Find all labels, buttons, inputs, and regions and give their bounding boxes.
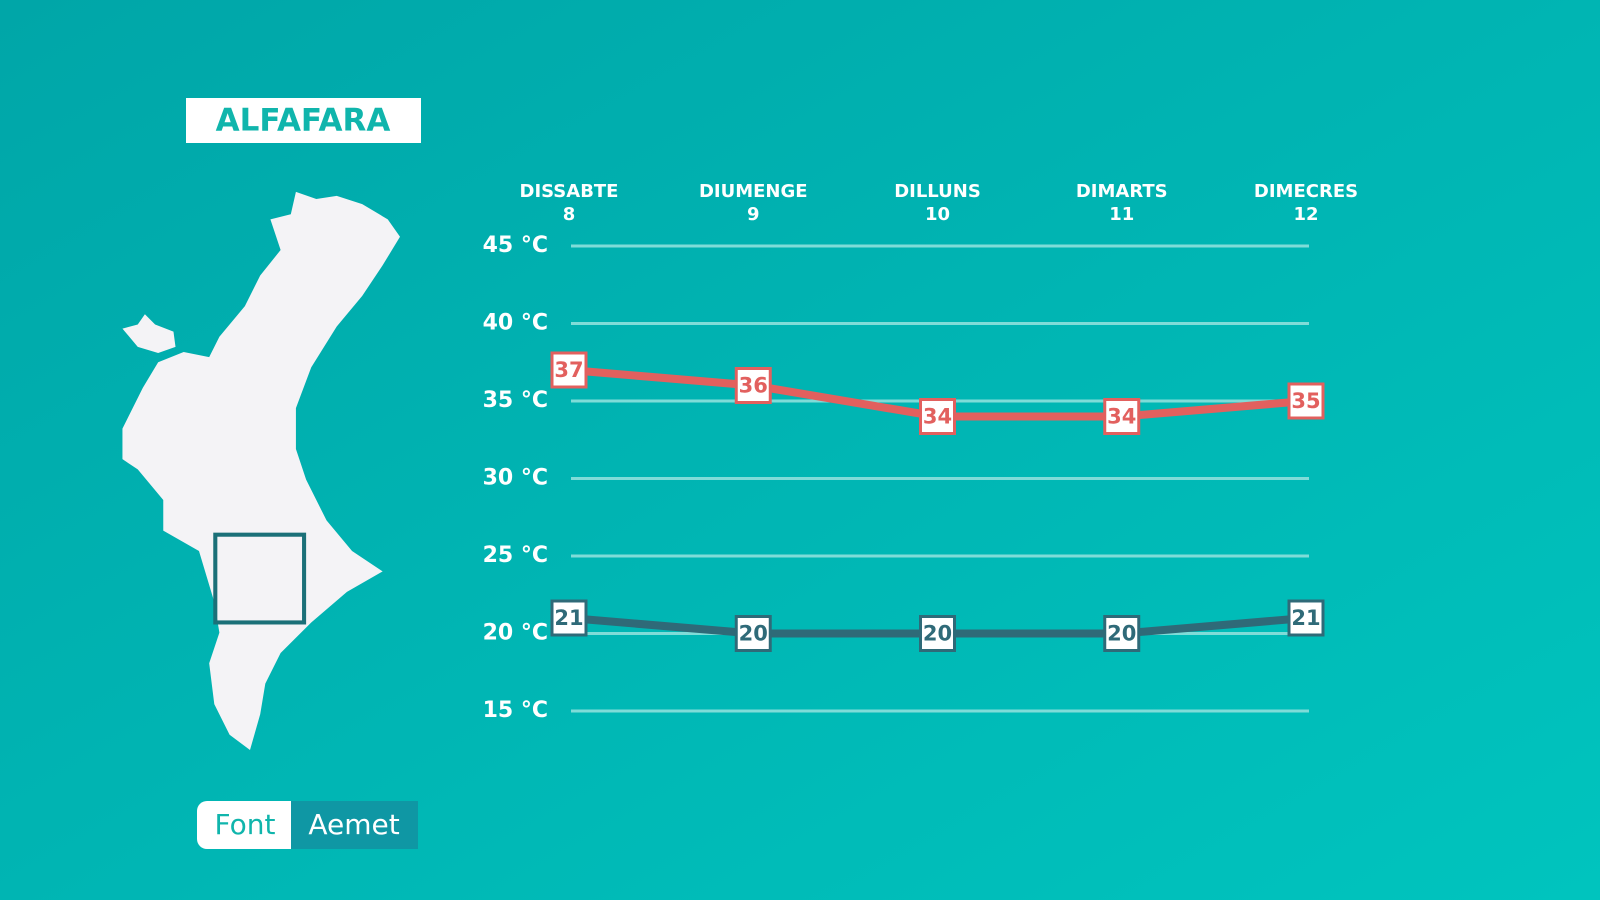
y-tick-label: 40 °C <box>483 311 548 336</box>
map-island <box>122 314 176 354</box>
y-tick-label: 30 °C <box>483 466 548 491</box>
y-tick-label: 35 °C <box>483 388 548 413</box>
point-marker <box>734 367 772 404</box>
x-tick-date: 8 <box>563 204 576 225</box>
y-tick-label: 25 °C <box>483 543 548 568</box>
y-tick-label: 15 °C <box>483 698 548 723</box>
region-map <box>122 191 400 750</box>
data-label: 36 <box>739 374 768 398</box>
y-tick-label: 20 °C <box>483 621 548 646</box>
source-label-box <box>197 801 317 849</box>
point-marker <box>550 351 588 389</box>
map-shape <box>122 191 400 750</box>
data-label: 34 <box>923 405 952 429</box>
data-label: 21 <box>554 606 583 630</box>
data-label: 20 <box>739 622 768 646</box>
source-label: Font <box>215 808 276 841</box>
point-marker <box>734 615 772 652</box>
x-tick-date: 11 <box>1109 204 1134 225</box>
source: Aemet <box>308 808 399 841</box>
point-marker <box>1287 382 1325 420</box>
point-marker <box>1287 599 1325 637</box>
data-label: 20 <box>1107 622 1136 646</box>
point-marker <box>1103 398 1141 435</box>
x-tick-date: 12 <box>1293 204 1318 225</box>
data-label: 34 <box>1107 405 1136 429</box>
data-label: 20 <box>923 622 952 646</box>
x-tick-label: DIUMENGE <box>699 181 808 202</box>
source-box <box>291 801 418 849</box>
point-marker <box>1103 615 1141 652</box>
chart-title: ALFAFARA <box>216 103 391 139</box>
x-tick-label: DIMARTS <box>1076 181 1168 202</box>
x-tick-label: DIMECRES <box>1254 181 1358 202</box>
title-box <box>186 98 421 143</box>
point-marker <box>919 398 956 435</box>
point-marker <box>550 599 588 637</box>
point-marker <box>919 615 956 652</box>
x-tick-label: DILLUNS <box>894 181 981 202</box>
x-tick-label: DISSABTE <box>520 181 619 202</box>
data-label: 35 <box>1291 389 1320 413</box>
y-tick-label: 45 °C <box>483 233 548 258</box>
x-tick-date: 10 <box>925 204 950 225</box>
data-label: 37 <box>554 358 583 382</box>
location-box <box>213 532 307 625</box>
data-label: 21 <box>1291 606 1320 630</box>
x-tick-date: 9 <box>747 204 760 225</box>
